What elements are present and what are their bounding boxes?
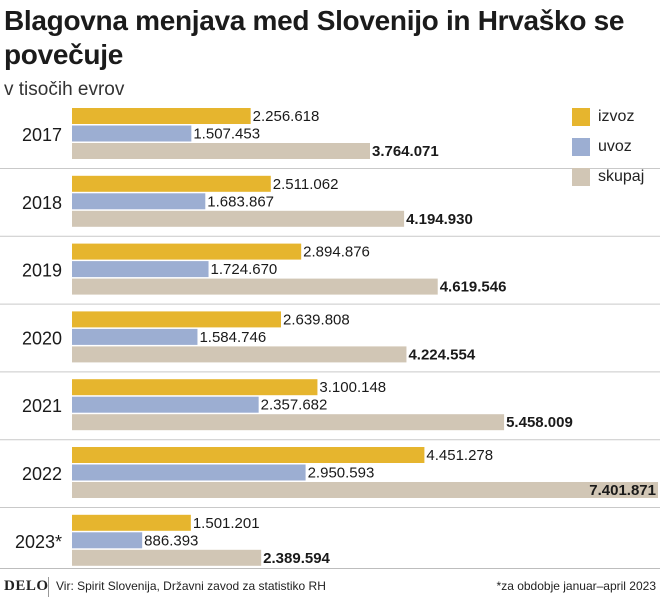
data-label-izvoz: 2.511.062	[273, 176, 339, 193]
legend-label-uvoz: uvoz	[598, 138, 632, 155]
data-label-skupaj: 4.194.930	[406, 211, 473, 228]
bar-izvoz	[72, 311, 281, 328]
bar-uvoz	[72, 125, 192, 142]
category-label: 2018	[22, 193, 62, 213]
bar-uvoz	[72, 396, 259, 413]
data-label-izvoz: 1.501.201	[193, 515, 260, 532]
data-label-izvoz: 2.256.618	[253, 108, 320, 125]
bar-uvoz	[72, 261, 209, 278]
bar-skupaj	[72, 143, 370, 159]
bar-skupaj	[72, 346, 407, 363]
bar-izvoz	[72, 108, 251, 124]
footer: DELO Vir: Spirit Slovenija, Državni zavo…	[0, 568, 660, 605]
bar-uvoz	[72, 464, 306, 481]
bar-skupaj	[72, 549, 262, 566]
data-label-skupaj: 4.619.546	[440, 279, 507, 296]
data-label-izvoz: 2.639.808	[283, 311, 350, 328]
footer-divider	[48, 577, 49, 597]
data-label-izvoz: 2.894.876	[303, 244, 370, 261]
data-label-izvoz: 3.100.148	[319, 379, 386, 396]
source-note: Vir: Spirit Slovenija, Državni zavod za …	[56, 579, 326, 593]
legend-item-uvoz: uvoz	[572, 136, 632, 158]
data-label-uvoz: 1.724.670	[211, 261, 278, 278]
legend-swatch-skupaj	[572, 168, 590, 186]
data-label-izvoz: 4.451.278	[426, 447, 493, 464]
legend-label-izvoz: izvoz	[598, 108, 635, 125]
bar-uvoz	[72, 328, 198, 345]
legend-item-izvoz: izvoz	[572, 106, 634, 128]
legend-swatch-uvoz	[572, 138, 590, 156]
data-label-uvoz: 2.950.593	[308, 465, 375, 482]
chart-subtitle: v tisočih evrov	[4, 79, 125, 100]
category-label: 2023*	[15, 532, 62, 552]
chart-title: Blagovna menjava med Slovenijo in Hrvašk…	[4, 5, 625, 70]
bar-izvoz	[72, 175, 271, 192]
category-label: 2017	[22, 125, 62, 145]
period-note: *za obdobje januar–april 2023	[496, 579, 656, 593]
bar-izvoz	[72, 447, 425, 463]
category-label: 2020	[22, 328, 62, 348]
data-label-uvoz: 1.683.867	[207, 193, 274, 210]
bar-skupaj	[72, 278, 438, 295]
bar-uvoz	[72, 193, 206, 210]
data-label-uvoz: 1.584.746	[199, 329, 266, 346]
data-label-uvoz: 886.393	[144, 532, 198, 549]
data-label-uvoz: 1.507.453	[193, 126, 260, 143]
bar-uvoz	[72, 532, 143, 549]
data-label-skupaj: 7.401.871	[589, 482, 656, 499]
bar-izvoz	[72, 379, 318, 396]
category-label: 2019	[22, 261, 62, 281]
bar-skupaj	[72, 414, 505, 431]
legend-swatch-izvoz	[572, 108, 590, 126]
data-label-uvoz: 2.357.682	[261, 397, 328, 414]
legend-item-skupaj: skupaj	[572, 166, 644, 188]
bar-izvoz	[72, 514, 191, 531]
legend-label-skupaj: skupaj	[598, 168, 645, 185]
category-label: 2022	[22, 464, 62, 484]
bar-skupaj	[72, 210, 405, 227]
data-label-skupaj: 4.224.554	[408, 346, 475, 363]
data-label-skupaj: 5.458.009	[506, 414, 573, 431]
bar-skupaj	[72, 482, 658, 498]
data-label-skupaj: 2.389.594	[263, 550, 330, 567]
category-label: 2021	[22, 396, 62, 416]
delo-logo: DELO	[4, 578, 49, 594]
data-label-skupaj: 3.764.071	[372, 143, 439, 160]
bar-izvoz	[72, 243, 302, 260]
